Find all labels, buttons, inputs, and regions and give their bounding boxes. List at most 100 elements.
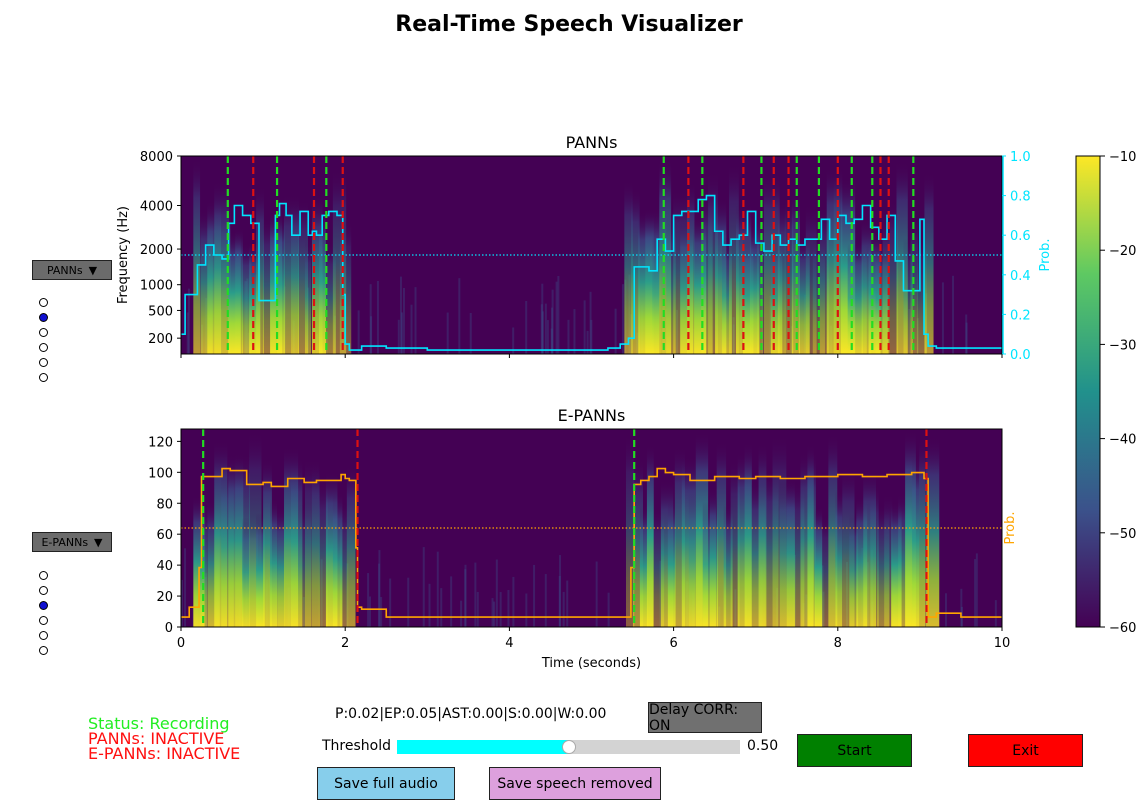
speech-energy-band — [756, 213, 764, 354]
colorbar — [1075, 155, 1101, 628]
noise-streak — [414, 287, 417, 354]
speech-energy-band — [784, 198, 794, 354]
y-tick-label: 60 — [156, 528, 173, 543]
noise-streak — [402, 288, 405, 354]
threshold-slider[interactable] — [397, 740, 740, 754]
noise-streak — [533, 564, 536, 627]
x-tick-label: 6 — [669, 636, 677, 651]
speech-energy-band — [339, 502, 348, 627]
speech-energy-band — [791, 192, 800, 354]
noise-streak — [541, 283, 544, 354]
speech-energy-band — [833, 170, 840, 354]
speech-energy-band — [884, 493, 893, 627]
speech-energy-band — [325, 472, 338, 627]
save-speech-removed-button[interactable]: Save speech removed — [489, 767, 661, 800]
probability-line — [181, 467, 1002, 618]
noise-streak — [410, 304, 413, 354]
noise-streak — [184, 548, 187, 627]
model-option-radio[interactable] — [39, 586, 48, 595]
epanns-status: E-PANNs: INACTIVE — [88, 744, 241, 763]
noise-streak — [440, 588, 443, 627]
model-option-radio[interactable] — [39, 373, 48, 382]
y-tick-label: 4000 — [140, 200, 173, 215]
y-tick-label: 500 — [148, 304, 173, 319]
model-option-radio[interactable] — [39, 646, 48, 655]
noise-streak — [994, 600, 997, 627]
noise-streak — [464, 569, 467, 627]
start-button[interactable]: Start — [797, 734, 912, 767]
noise-streak — [555, 281, 558, 354]
noise-streak — [551, 307, 554, 354]
panns-model-dropdown[interactable]: PANNs ▼ — [32, 260, 112, 280]
noise-streak — [567, 319, 570, 354]
probability-line — [181, 194, 1002, 351]
noise-streak — [551, 289, 554, 354]
speech-energy-band — [291, 457, 303, 627]
colorbar-tick-label: −10 — [1109, 150, 1136, 165]
speech-energy-band — [256, 186, 264, 354]
y-tick-label: 40 — [156, 559, 173, 574]
triangle-down-icon: ▼ — [94, 535, 103, 549]
noise-streak — [544, 303, 547, 354]
noise-streak — [369, 284, 372, 354]
y-tick-label: 200 — [148, 332, 173, 347]
speech-energy-band — [903, 237, 914, 354]
speech-energy-band — [814, 507, 823, 627]
speech-energy-band — [659, 159, 672, 354]
noise-streak — [378, 563, 381, 627]
delay-correction-button[interactable]: Delay CORR: ON — [648, 702, 762, 734]
noise-streak — [512, 576, 515, 627]
model-option-radio[interactable] — [39, 298, 48, 307]
recording-status: Status: Recording — [88, 714, 230, 733]
y-tick-label: 80 — [156, 497, 173, 512]
speech-energy-band — [624, 179, 633, 354]
y-tick-label: 8000 — [140, 150, 173, 165]
noise-streak — [558, 576, 561, 627]
model-option-radio[interactable] — [39, 328, 48, 337]
noise-streak — [378, 550, 381, 627]
noise-streak — [965, 322, 968, 354]
speech-energy-band — [793, 481, 805, 627]
speech-energy-band — [325, 242, 336, 354]
speech-energy-band — [332, 491, 343, 627]
speech-energy-band — [798, 236, 810, 354]
noise-streak — [941, 282, 944, 354]
speech-energy-band — [926, 436, 940, 627]
model-option-radio[interactable] — [39, 631, 48, 640]
noise-streak — [380, 597, 383, 627]
exit-button[interactable]: Exit — [968, 734, 1083, 767]
threshold-slider-handle[interactable] — [561, 740, 576, 754]
speech-energy-band — [346, 465, 356, 627]
speech-energy-band — [889, 200, 899, 354]
save-full-audio-button[interactable]: Save full audio — [317, 767, 455, 800]
speech-energy-band — [318, 479, 329, 627]
prob-axis-label: Prob. — [1003, 511, 1018, 544]
noise-streak — [474, 562, 477, 627]
speech-energy-band — [339, 220, 352, 354]
triangle-down-icon: ▼ — [88, 263, 98, 277]
prob-axis-label: Prob. — [1038, 238, 1053, 271]
threshold-value: 0.50 — [747, 738, 779, 754]
speech-energy-band — [701, 194, 713, 354]
speech-energy-band — [856, 496, 868, 627]
speech-energy-band — [905, 430, 916, 627]
speech-energy-band — [758, 443, 767, 627]
model-option-radio[interactable] — [39, 358, 48, 367]
noise-streak — [546, 320, 549, 354]
epanns-model-dropdown[interactable]: E-PANNs ▼ — [32, 532, 112, 552]
dropdown-label: PANNs — [46, 263, 83, 277]
speech-energy-band — [263, 458, 272, 627]
threshold-slider-fill — [397, 740, 569, 754]
noise-streak — [944, 593, 947, 627]
speech-energy-band — [653, 507, 665, 627]
model-option-radio[interactable] — [39, 313, 48, 322]
speech-energy-band — [828, 433, 838, 627]
noise-streak — [550, 328, 553, 354]
model-option-radio[interactable] — [39, 571, 48, 580]
model-option-radio[interactable] — [39, 616, 48, 625]
noise-streak — [607, 592, 610, 627]
model-option-radio[interactable] — [39, 601, 48, 610]
speech-energy-band — [687, 181, 695, 354]
noise-streak — [541, 311, 544, 354]
model-option-radio[interactable] — [39, 343, 48, 352]
